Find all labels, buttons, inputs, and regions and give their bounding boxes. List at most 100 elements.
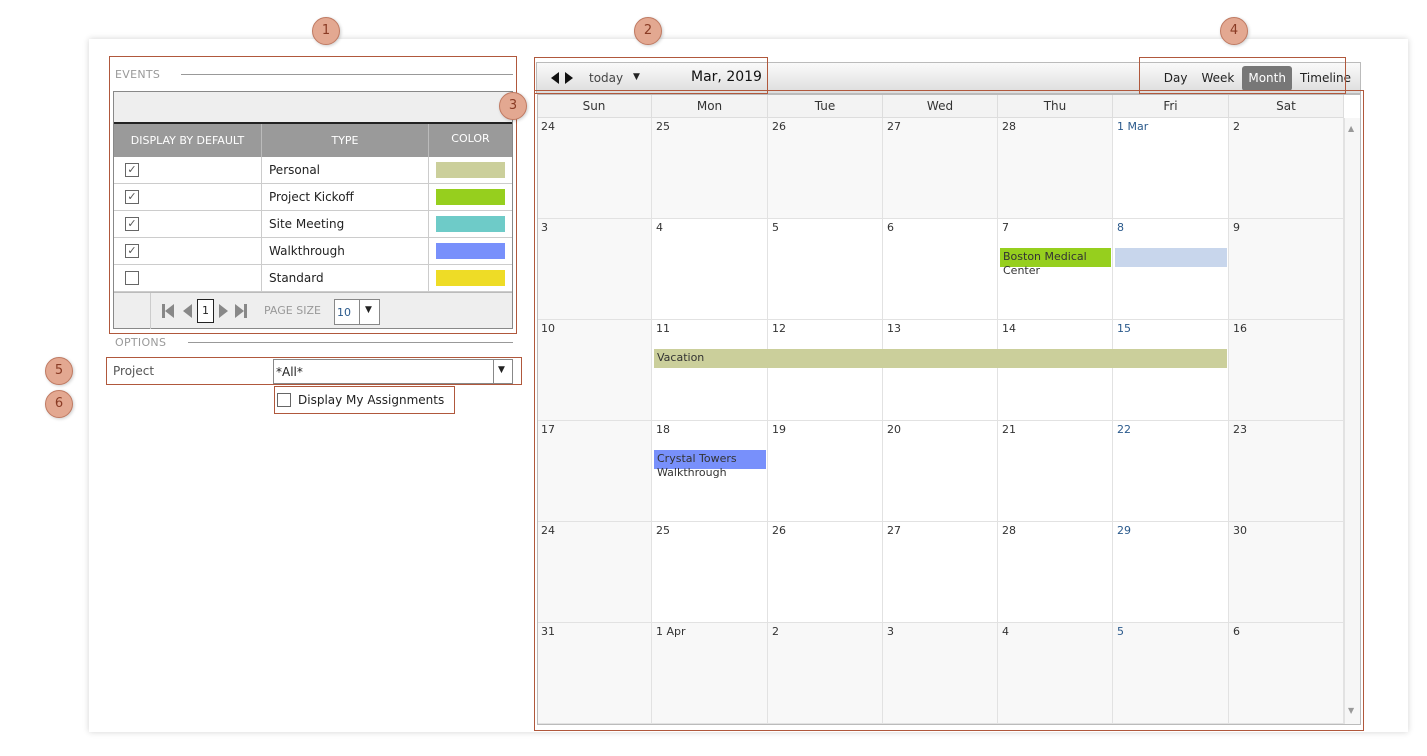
page-number[interactable]: 1 bbox=[197, 299, 214, 323]
day-cell[interactable]: 2 bbox=[1229, 118, 1344, 219]
divider bbox=[181, 74, 513, 75]
view-day-button[interactable]: Day bbox=[1163, 71, 1188, 85]
day-number: 3 bbox=[541, 221, 548, 234]
grid-header: DISPLAY BY DEFAULT TYPE COLOR bbox=[114, 122, 512, 157]
day-cell[interactable]: 2 bbox=[768, 623, 883, 724]
day-cell[interactable]: 9 bbox=[1229, 219, 1344, 320]
day-cell[interactable]: 1 Mar bbox=[1113, 118, 1229, 219]
next-page-icon[interactable] bbox=[219, 304, 228, 318]
assignments-checkbox[interactable] bbox=[277, 393, 291, 407]
event-type-row[interactable]: Standard bbox=[114, 265, 512, 292]
column-header-display[interactable]: DISPLAY BY DEFAULT bbox=[114, 124, 262, 157]
day-number: 1 Mar bbox=[1117, 120, 1149, 133]
display-checkbox[interactable]: ✓ bbox=[125, 217, 139, 231]
calendar-event[interactable] bbox=[1115, 248, 1227, 267]
calendar-event[interactable]: Vacation bbox=[654, 349, 1227, 368]
day-number: 1 Apr bbox=[656, 625, 686, 638]
day-header: Mon bbox=[652, 95, 768, 118]
day-cell[interactable]: 29 bbox=[1113, 522, 1229, 623]
display-checkbox[interactable] bbox=[125, 271, 139, 285]
day-cell[interactable]: 4 bbox=[998, 623, 1113, 724]
day-cell[interactable]: 8 bbox=[1113, 219, 1229, 320]
calendar-event[interactable]: Crystal Towers Walkthrough bbox=[654, 450, 766, 481]
day-cell[interactable]: 28 bbox=[998, 522, 1113, 623]
chevron-down-icon: ▼ bbox=[498, 365, 505, 375]
column-header-type[interactable]: TYPE bbox=[262, 124, 429, 157]
day-cell[interactable]: 24 bbox=[537, 118, 652, 219]
calendar-event[interactable]: Boston Medical Center bbox=[1000, 248, 1111, 279]
prev-page-icon[interactable] bbox=[183, 304, 192, 318]
display-cell: ✓ bbox=[114, 238, 262, 264]
day-cell[interactable]: 6 bbox=[883, 219, 998, 320]
view-switcher: Day Week Month Timeline bbox=[1158, 66, 1357, 91]
day-cell[interactable]: 4 bbox=[652, 219, 768, 320]
day-cell[interactable]: 14 bbox=[998, 320, 1113, 421]
callout-4: 4 bbox=[1220, 17, 1248, 45]
day-cell[interactable]: 18 bbox=[652, 421, 768, 522]
callout-5: 5 bbox=[45, 357, 73, 385]
day-number: 9 bbox=[1233, 221, 1240, 234]
day-cell[interactable]: 3 bbox=[883, 623, 998, 724]
day-cell[interactable]: 5 bbox=[768, 219, 883, 320]
event-type-row[interactable]: ✓ Walkthrough bbox=[114, 238, 512, 265]
next-month-icon[interactable] bbox=[565, 72, 573, 84]
day-cell[interactable]: 28 bbox=[998, 118, 1113, 219]
day-number: 15 bbox=[1117, 322, 1131, 335]
assignments-label[interactable]: Display My Assignments bbox=[298, 393, 445, 407]
day-cell[interactable]: 30 bbox=[1229, 522, 1344, 623]
day-cell[interactable]: 12 bbox=[768, 320, 883, 421]
day-cell[interactable]: 21 bbox=[998, 421, 1113, 522]
prev-month-icon[interactable] bbox=[551, 72, 559, 84]
view-week-button[interactable]: Week bbox=[1201, 71, 1235, 85]
day-cell[interactable]: 26 bbox=[768, 522, 883, 623]
day-cell[interactable]: 27 bbox=[883, 118, 998, 219]
last-page-icon[interactable] bbox=[235, 293, 249, 329]
day-cell[interactable]: 20 bbox=[883, 421, 998, 522]
day-cell[interactable]: 5 bbox=[1113, 623, 1229, 724]
column-header-color[interactable]: COLOR bbox=[451, 132, 490, 145]
project-select[interactable]: *All* ▼ bbox=[273, 359, 513, 384]
day-cell[interactable]: 16 bbox=[1229, 320, 1344, 421]
day-number: 28 bbox=[1002, 524, 1016, 537]
scroll-up-icon[interactable]: ▲ bbox=[1348, 124, 1355, 133]
day-cell[interactable]: 10 bbox=[537, 320, 652, 421]
day-cell[interactable]: 23 bbox=[1229, 421, 1344, 522]
display-cell: ✓ bbox=[114, 184, 262, 210]
day-cell[interactable]: 13 bbox=[883, 320, 998, 421]
view-month-button[interactable]: Month bbox=[1242, 66, 1292, 91]
day-cell[interactable]: 3 bbox=[537, 219, 652, 320]
view-timeline-button[interactable]: Timeline bbox=[1299, 71, 1351, 85]
day-cell[interactable]: 7 bbox=[998, 219, 1113, 320]
first-page-icon[interactable] bbox=[162, 293, 178, 329]
today-button[interactable]: today bbox=[589, 71, 624, 85]
page-size-select[interactable]: 10 ▼ bbox=[334, 299, 380, 325]
display-checkbox[interactable]: ✓ bbox=[125, 190, 139, 204]
day-header: Fri bbox=[1113, 95, 1229, 118]
day-number: 4 bbox=[1002, 625, 1009, 638]
day-cell[interactable]: 22 bbox=[1113, 421, 1229, 522]
day-number: 6 bbox=[887, 221, 894, 234]
day-cell[interactable]: 24 bbox=[537, 522, 652, 623]
day-cell[interactable]: 15 bbox=[1113, 320, 1229, 421]
today-dropdown-icon[interactable]: ▼ bbox=[633, 72, 640, 82]
event-type-row[interactable]: ✓ Personal bbox=[114, 157, 512, 184]
day-cell[interactable]: 25 bbox=[652, 522, 768, 623]
day-cell[interactable]: 6 bbox=[1229, 623, 1344, 724]
day-cell[interactable]: 26 bbox=[768, 118, 883, 219]
scroll-down-icon[interactable]: ▼ bbox=[1348, 706, 1355, 715]
day-cell[interactable]: 25 bbox=[652, 118, 768, 219]
event-type-row[interactable]: ✓ Site Meeting bbox=[114, 211, 512, 238]
calendar-scrollbar[interactable]: ▲ ▼ bbox=[1344, 118, 1360, 724]
day-cell[interactable]: 19 bbox=[768, 421, 883, 522]
divider bbox=[188, 342, 513, 343]
callout-6: 6 bbox=[45, 390, 73, 418]
day-cell[interactable]: 11 bbox=[652, 320, 768, 421]
day-number: 13 bbox=[887, 322, 901, 335]
day-cell[interactable]: 17 bbox=[537, 421, 652, 522]
day-cell[interactable]: 31 bbox=[537, 623, 652, 724]
day-cell[interactable]: 27 bbox=[883, 522, 998, 623]
display-checkbox[interactable]: ✓ bbox=[125, 244, 139, 258]
day-cell[interactable]: 1 Apr bbox=[652, 623, 768, 724]
event-type-row[interactable]: ✓ Project Kickoff bbox=[114, 184, 512, 211]
display-checkbox[interactable]: ✓ bbox=[125, 163, 139, 177]
